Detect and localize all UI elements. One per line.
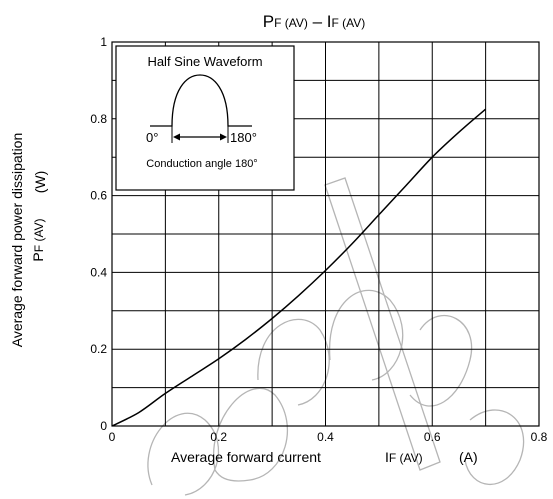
- grid: [112, 42, 539, 426]
- arrow-left-icon: [173, 133, 180, 141]
- y-tick-labels: 0 0.2 0.4 0.6 0.8 1: [90, 35, 107, 433]
- y-tick-label: 0.6: [90, 189, 107, 203]
- x-symbol-sub: F (AV): [389, 451, 423, 465]
- inset-box: Half Sine Waveform 0° 180° Conduction an…: [115, 45, 295, 191]
- y-tick-label: 1: [100, 35, 107, 49]
- half-sine-waveform-icon: [150, 74, 252, 127]
- x-tick-label: 0: [109, 430, 116, 444]
- y-axis-symbol: PF (AV): [30, 218, 46, 261]
- arrow-right-icon: [220, 133, 227, 141]
- inset-title: Half Sine Waveform: [147, 54, 262, 69]
- y-symbol-sub: F (AV): [32, 218, 46, 252]
- x-axis-label: Average forward current: [171, 449, 321, 465]
- y-tick-label: 0: [100, 419, 107, 433]
- title-dash: – I: [308, 12, 332, 31]
- x-tick-label: 0.4: [317, 430, 334, 444]
- x-tick-label: 0.6: [424, 430, 441, 444]
- y-axis-label: Average forward power dissipation: [9, 133, 25, 348]
- title-p-sub: F (AV): [274, 16, 308, 30]
- data-line: [111, 108, 487, 427]
- x-symbol-i: I: [385, 449, 389, 465]
- inset-caption: Conduction angle 180°: [146, 158, 257, 170]
- y-axis-unit: (W): [32, 171, 48, 194]
- y-tick-label: 0.8: [90, 112, 107, 126]
- plot-frame: [111, 41, 540, 427]
- inset-right-label: 180°: [230, 130, 257, 145]
- inset-frame: [115, 45, 295, 191]
- x-tick-label: 0.2: [210, 430, 227, 444]
- y-tick-label: 0.4: [90, 265, 107, 279]
- y-tick-label: 0.2: [90, 342, 107, 356]
- x-tick-labels: 0 0.2 0.4 0.6 0.8: [109, 430, 548, 444]
- x-axis-symbol: IF (AV): [385, 449, 423, 465]
- x-tick-label: 0.8: [531, 430, 548, 444]
- x-axis-unit: (A): [459, 449, 478, 465]
- watermark: [147, 177, 525, 496]
- chart-title: PF (AV) – IF (AV): [263, 12, 366, 31]
- title-i-sub: F (AV): [331, 16, 365, 30]
- title-p: P: [263, 12, 274, 31]
- y-symbol-p: P: [30, 252, 46, 261]
- inset-left-label: 0°: [146, 130, 158, 145]
